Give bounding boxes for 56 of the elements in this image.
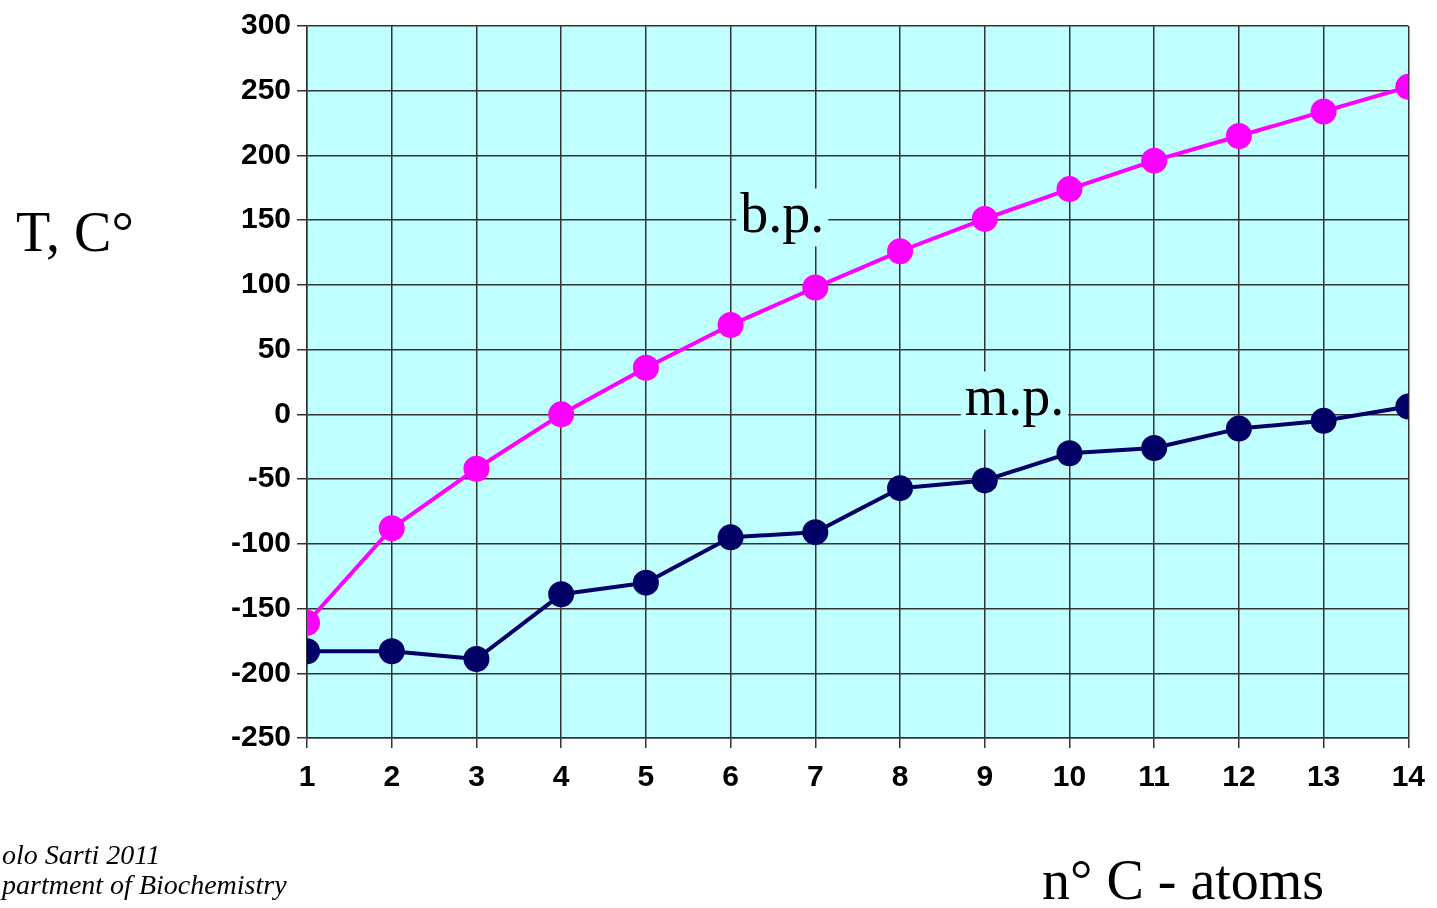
series-label: b.p. xyxy=(740,182,825,245)
point xyxy=(1310,407,1337,434)
text: partment of Biochemistry xyxy=(2,869,287,900)
x-tick-label: 7 xyxy=(806,759,824,793)
point xyxy=(717,524,744,551)
point xyxy=(887,238,914,265)
y-tick-label: -100 xyxy=(231,525,292,559)
y-tick-label: -50 xyxy=(247,460,292,494)
point xyxy=(971,467,998,494)
x-tick-label: 8 xyxy=(891,759,909,793)
point xyxy=(378,515,405,542)
x-tick-label: 14 xyxy=(1391,759,1426,793)
x-tick-label: 11 xyxy=(1138,759,1171,793)
point xyxy=(1225,415,1252,442)
y-tick-label: -250 xyxy=(231,719,292,753)
x-axis-title: n° C - atoms xyxy=(1042,848,1325,908)
x-tick-label: 2 xyxy=(383,759,401,793)
y-tick-label: 100 xyxy=(240,266,292,300)
point xyxy=(1225,123,1252,150)
y-tick-label: 50 xyxy=(257,330,292,364)
point xyxy=(463,646,490,673)
x-tick-label: 12 xyxy=(1222,759,1256,793)
point xyxy=(971,205,998,232)
y-tick-label: 200 xyxy=(240,136,292,170)
x-tick-label: 10 xyxy=(1052,759,1087,793)
point xyxy=(632,569,659,596)
point xyxy=(548,401,575,428)
point xyxy=(802,274,829,301)
point xyxy=(1056,440,1083,467)
point xyxy=(1141,147,1168,174)
point xyxy=(802,519,829,546)
text: olo Sarti 2011 xyxy=(2,839,161,870)
point xyxy=(1141,435,1168,462)
x-tick-label: 13 xyxy=(1306,759,1341,793)
point xyxy=(717,312,744,339)
x-tick-label: 4 xyxy=(552,759,570,793)
point xyxy=(887,475,914,502)
series-label: m.p. xyxy=(964,365,1065,428)
point xyxy=(378,638,405,665)
x-tick-label: 5 xyxy=(637,759,655,793)
x-tick-label: 3 xyxy=(468,759,485,793)
point xyxy=(632,354,659,381)
point xyxy=(1310,98,1337,125)
point xyxy=(548,581,575,608)
point xyxy=(463,455,490,482)
x-tick-label: 6 xyxy=(722,759,739,793)
x-tick-label: 9 xyxy=(976,759,994,793)
y-tick-label: 250 xyxy=(240,71,292,105)
y-tick-label: -150 xyxy=(231,589,292,623)
y-tick-label: -200 xyxy=(231,654,292,688)
point xyxy=(1056,176,1083,203)
y-tick-label: 300 xyxy=(240,7,292,41)
y-tick-label: 150 xyxy=(240,201,292,235)
x-tick-label: 1 xyxy=(298,759,316,793)
y-tick-label: 0 xyxy=(274,395,292,429)
y-axis-title: T, C° xyxy=(16,200,134,264)
